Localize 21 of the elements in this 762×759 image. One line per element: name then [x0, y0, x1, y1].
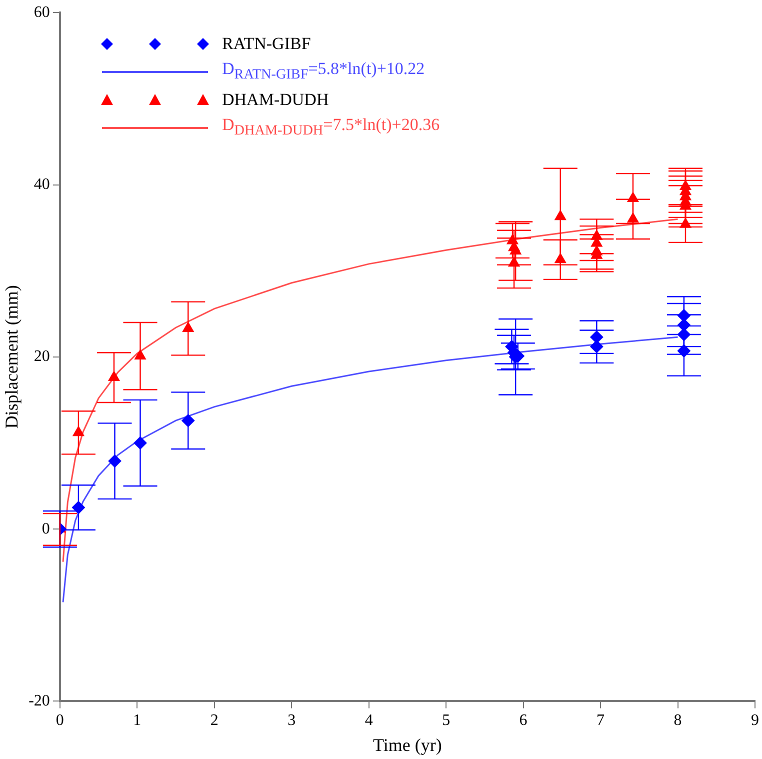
x-axis-title: Time (yr) — [373, 734, 442, 755]
x-tick-label: 6 — [519, 712, 528, 730]
x-tick-label: 4 — [364, 712, 373, 730]
text: D$_{DHAM-DUDH}$=7.5*ln(t)+20.36 — [222, 114, 440, 141]
x-tick-label: 0 — [56, 712, 64, 730]
legend-label: RATN-GIBF — [222, 33, 311, 55]
y-axis-title: Displacement (mm) — [2, 285, 22, 429]
legend-label: DHAM-DUDH — [222, 89, 329, 111]
x-tick-label: 8 — [674, 712, 682, 730]
y-tick-label: 20 — [34, 348, 50, 366]
x-tick-label: 1 — [133, 712, 142, 730]
x-tick-label: 7 — [596, 712, 605, 730]
y-tick-label: 40 — [34, 176, 50, 193]
text: D$_{RATN-GIBF}$=5.8*ln(t)+10.22 — [222, 58, 425, 85]
x-tick-label: 5 — [442, 712, 450, 730]
y-tick-label: 60 — [34, 4, 50, 21]
y-tick-label: 0 — [42, 520, 50, 538]
x-tick-label: 3 — [288, 712, 296, 730]
x-tick-label: 2 — [210, 712, 218, 730]
y-tick-label: -20 — [28, 692, 50, 710]
x-tick-label: 9 — [751, 712, 759, 730]
